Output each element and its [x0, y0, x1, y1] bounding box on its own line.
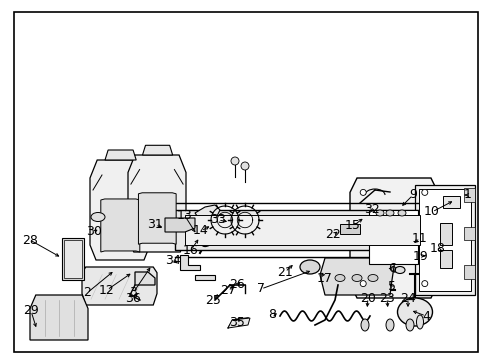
Text: 26: 26: [229, 279, 244, 292]
Circle shape: [421, 280, 427, 287]
Ellipse shape: [334, 274, 345, 282]
Polygon shape: [349, 178, 437, 298]
Text: 23: 23: [378, 292, 394, 305]
Text: 13: 13: [177, 210, 192, 222]
Ellipse shape: [397, 298, 431, 326]
Text: 16: 16: [183, 243, 199, 256]
Text: 35: 35: [228, 316, 244, 329]
Polygon shape: [195, 205, 220, 220]
Polygon shape: [164, 218, 195, 232]
Polygon shape: [135, 272, 155, 285]
Polygon shape: [82, 267, 157, 305]
Polygon shape: [421, 216, 432, 276]
Polygon shape: [30, 295, 88, 340]
Polygon shape: [227, 318, 249, 328]
Text: 21: 21: [277, 265, 292, 279]
Text: 8: 8: [267, 309, 275, 321]
Text: 12: 12: [99, 284, 115, 297]
Text: 19: 19: [412, 249, 428, 262]
Ellipse shape: [385, 319, 393, 331]
Text: 24: 24: [399, 292, 415, 305]
Ellipse shape: [375, 210, 383, 216]
Ellipse shape: [201, 237, 212, 247]
Ellipse shape: [397, 210, 405, 216]
Text: 28: 28: [22, 234, 38, 247]
Polygon shape: [64, 240, 82, 278]
Ellipse shape: [299, 260, 319, 274]
Polygon shape: [175, 210, 429, 250]
Polygon shape: [90, 160, 150, 260]
Circle shape: [360, 189, 366, 195]
Polygon shape: [439, 223, 451, 245]
Text: 31: 31: [147, 219, 163, 231]
Ellipse shape: [394, 266, 404, 274]
Text: 3: 3: [129, 287, 137, 300]
Ellipse shape: [367, 274, 377, 282]
Text: 25: 25: [204, 293, 221, 306]
Polygon shape: [339, 224, 359, 234]
Text: 10: 10: [423, 206, 439, 219]
Text: 29: 29: [23, 305, 39, 318]
Text: 22: 22: [325, 229, 340, 242]
Text: 6: 6: [387, 262, 395, 275]
Polygon shape: [128, 155, 185, 252]
Polygon shape: [418, 189, 470, 291]
Text: 9: 9: [408, 189, 416, 202]
Polygon shape: [463, 188, 474, 202]
Polygon shape: [368, 210, 417, 264]
Polygon shape: [180, 255, 200, 270]
Text: 7: 7: [257, 283, 264, 296]
Ellipse shape: [416, 315, 423, 329]
Text: 1: 1: [463, 189, 471, 202]
Circle shape: [241, 162, 248, 170]
Polygon shape: [463, 227, 474, 240]
Text: 32: 32: [364, 203, 379, 216]
Text: 5: 5: [387, 280, 395, 293]
Polygon shape: [414, 185, 474, 295]
Text: 18: 18: [429, 243, 445, 256]
Text: 4: 4: [421, 310, 429, 323]
Circle shape: [230, 157, 239, 165]
Polygon shape: [439, 250, 451, 268]
Polygon shape: [142, 145, 172, 155]
Text: 34: 34: [165, 253, 181, 266]
Text: 14: 14: [193, 225, 208, 238]
Ellipse shape: [385, 210, 393, 216]
Text: 20: 20: [359, 292, 375, 305]
Polygon shape: [184, 215, 419, 245]
Polygon shape: [442, 196, 459, 208]
Circle shape: [421, 189, 427, 195]
Text: 15: 15: [345, 220, 360, 233]
Text: 11: 11: [411, 231, 427, 244]
Polygon shape: [101, 199, 140, 252]
Polygon shape: [463, 265, 474, 279]
Text: 27: 27: [220, 284, 235, 297]
Circle shape: [360, 280, 366, 287]
Polygon shape: [319, 258, 394, 295]
Text: 33: 33: [210, 213, 225, 226]
Polygon shape: [138, 193, 176, 244]
Text: 17: 17: [316, 271, 332, 284]
Polygon shape: [62, 238, 84, 280]
Text: 30: 30: [86, 225, 102, 238]
Polygon shape: [105, 150, 136, 160]
Ellipse shape: [91, 212, 105, 221]
Ellipse shape: [405, 319, 413, 331]
Ellipse shape: [351, 274, 361, 282]
Text: 2: 2: [83, 287, 91, 300]
Text: 36: 36: [125, 292, 141, 305]
Polygon shape: [195, 275, 215, 280]
Ellipse shape: [360, 319, 368, 331]
